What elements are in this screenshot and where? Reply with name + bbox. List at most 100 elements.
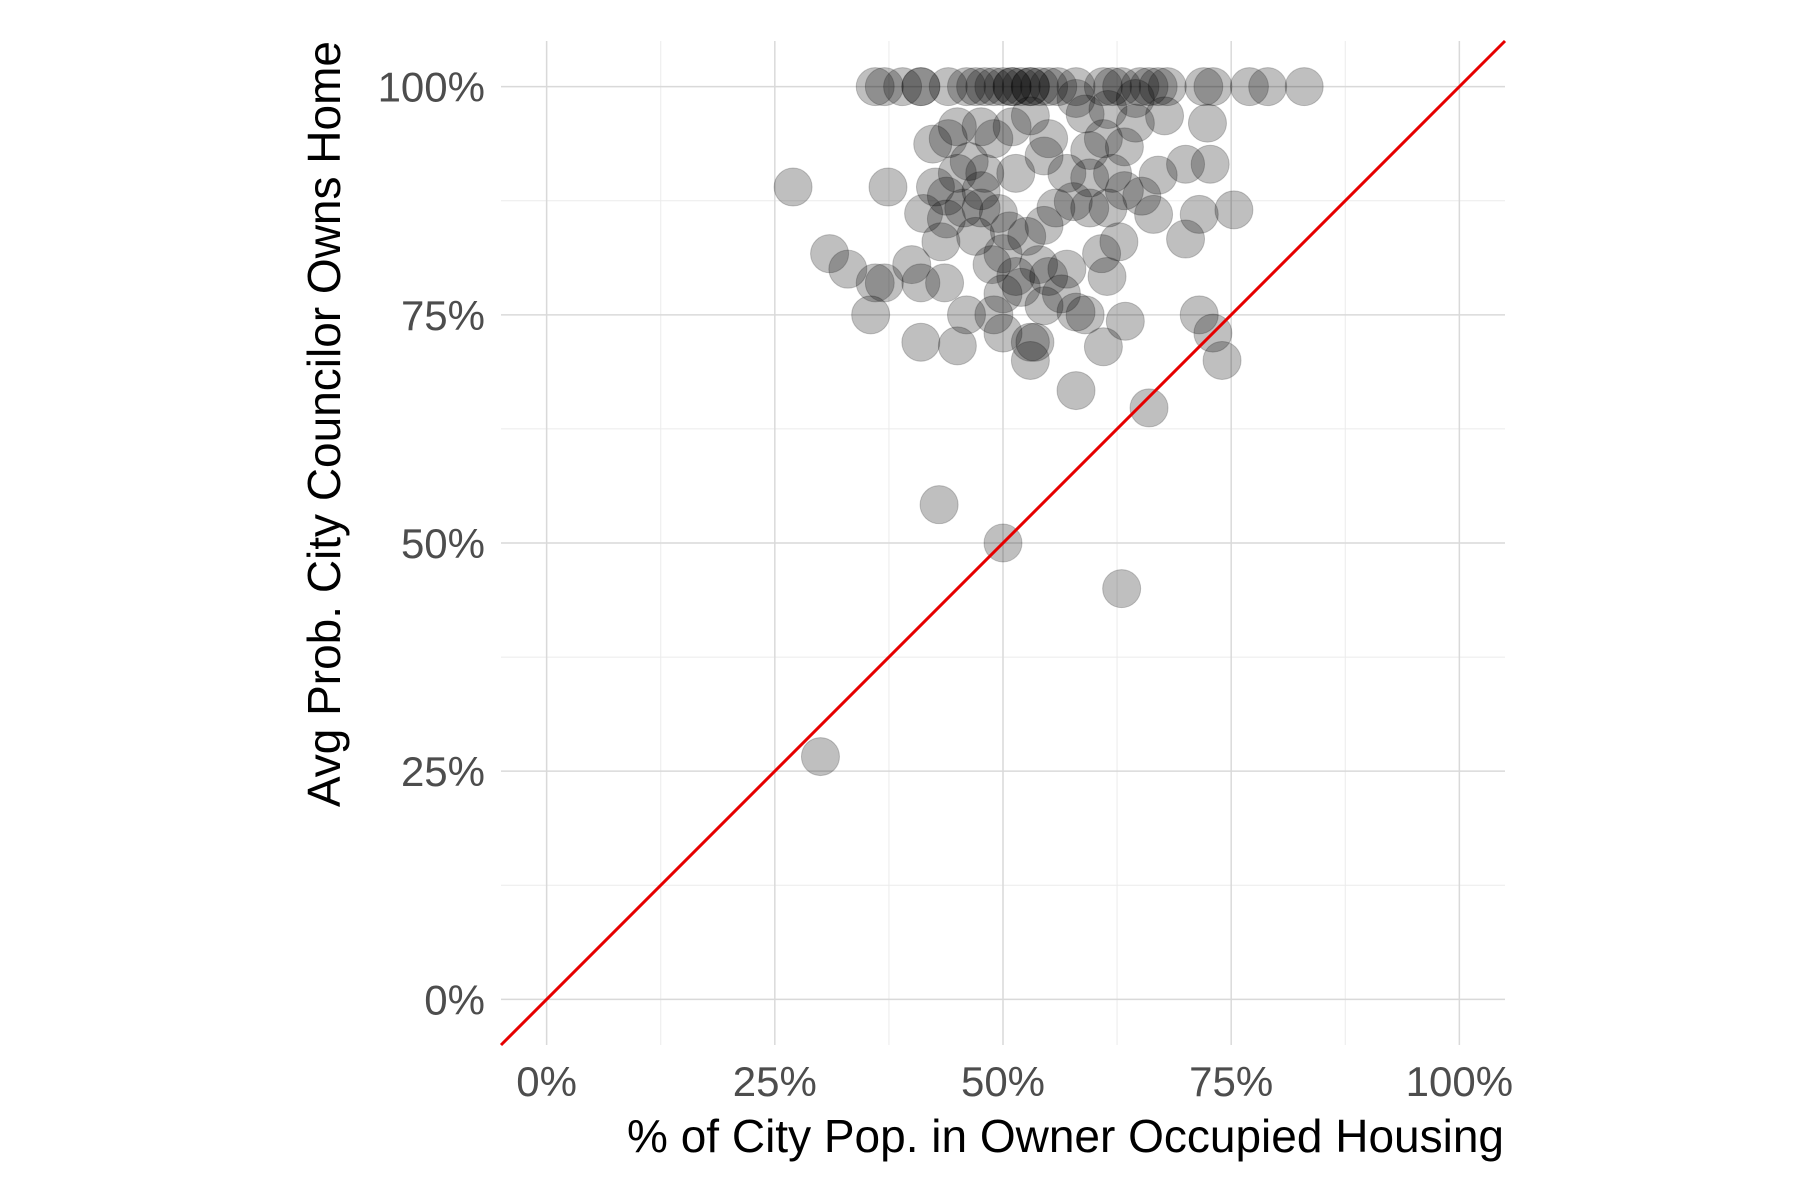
- data-point: [983, 313, 1023, 353]
- data-point: [1184, 67, 1224, 107]
- data-point: [1041, 274, 1081, 314]
- data-point: [1248, 67, 1288, 107]
- x-tick-label: 25%: [733, 1058, 817, 1105]
- data-point: [956, 67, 996, 107]
- data-point: [989, 211, 1029, 251]
- data-point: [1083, 67, 1123, 107]
- data-point: [864, 263, 904, 303]
- data-point: [901, 322, 941, 362]
- x-tick-label: 100%: [1406, 1058, 1513, 1105]
- data-point: [1147, 67, 1187, 107]
- data-point: [1053, 182, 1093, 222]
- data-point: [1129, 388, 1169, 428]
- data-point: [1179, 194, 1219, 234]
- data-point: [1024, 205, 1064, 245]
- data-point: [1001, 267, 1041, 307]
- data-point: [1083, 119, 1123, 159]
- data-point: [1115, 79, 1155, 119]
- data-point: [773, 167, 813, 207]
- data-point: [974, 119, 1014, 159]
- y-tick-label: 25%: [401, 748, 485, 795]
- y-tick-label: 100%: [378, 64, 485, 111]
- data-point: [1070, 158, 1110, 198]
- data-point: [800, 737, 840, 777]
- data-point: [901, 67, 941, 107]
- data-point: [937, 326, 977, 366]
- reference-line-y-equals-x: [499, 39, 1507, 1047]
- data-point: [1138, 67, 1178, 107]
- data-point: [1105, 301, 1145, 341]
- data-point: [868, 167, 908, 207]
- data-point: [1088, 89, 1128, 129]
- data-point: [1187, 103, 1227, 143]
- data-point: [1138, 155, 1178, 195]
- data-point: [1001, 67, 1041, 107]
- data-point: [915, 167, 955, 207]
- data-point: [1020, 67, 1060, 107]
- points: [773, 67, 1324, 777]
- data-point: [1056, 79, 1096, 119]
- data-point: [921, 222, 961, 262]
- x-axis-title: % of City Pop. in Owner Occupied Housing: [627, 1110, 1504, 1162]
- data-point: [1122, 176, 1162, 216]
- data-point: [965, 67, 1005, 107]
- data-point: [1284, 67, 1324, 107]
- data-point: [1015, 322, 1055, 362]
- data-point: [961, 107, 1001, 147]
- data-point: [1070, 188, 1110, 228]
- data-point: [1166, 219, 1206, 259]
- data-point: [904, 194, 944, 234]
- data-point: [1104, 127, 1144, 167]
- data-point: [1019, 245, 1059, 285]
- data-point: [1229, 67, 1269, 107]
- data-point: [1065, 94, 1105, 134]
- y-tick-label: 0%: [424, 976, 485, 1023]
- data-point: [1145, 96, 1185, 136]
- data-point: [864, 67, 904, 107]
- data-point: [956, 216, 996, 256]
- data-point: [1202, 340, 1242, 380]
- data-point: [1115, 103, 1155, 143]
- data-point: [1029, 256, 1069, 296]
- data-point: [961, 171, 1001, 211]
- data-point: [1056, 67, 1096, 107]
- data-point: [1056, 292, 1096, 332]
- data-point: [925, 263, 965, 303]
- data-point: [1029, 119, 1069, 159]
- x-tick-label: 75%: [1189, 1058, 1273, 1105]
- x-axis-ticks: 0% 25% 50% 75% 100%: [516, 1058, 1513, 1105]
- data-point: [961, 188, 1001, 228]
- data-point: [992, 67, 1032, 107]
- data-point: [855, 263, 895, 303]
- data-point: [928, 67, 968, 107]
- data-point: [996, 153, 1036, 193]
- y-tick-label: 75%: [401, 292, 485, 339]
- x-tick-label: 0%: [516, 1058, 577, 1105]
- data-point: [978, 194, 1018, 234]
- grid: [501, 41, 1505, 1045]
- data-point: [901, 263, 941, 303]
- data-point: [1166, 144, 1206, 184]
- data-point: [1214, 190, 1254, 230]
- data-point: [996, 256, 1036, 296]
- data-point: [926, 176, 966, 216]
- data-point: [1134, 194, 1174, 234]
- data-point: [944, 188, 984, 228]
- data-point: [928, 119, 968, 159]
- data-point: [937, 153, 977, 193]
- data-point: [1083, 327, 1123, 367]
- data-point: [1029, 67, 1069, 107]
- data-point: [1179, 295, 1219, 335]
- data-point: [926, 199, 966, 239]
- data-point: [810, 234, 850, 274]
- data-point: [1047, 249, 1087, 289]
- data-point: [1102, 569, 1142, 609]
- data-point: [1065, 295, 1105, 335]
- data-point: [1120, 67, 1160, 107]
- data-point: [919, 485, 959, 525]
- data-point: [1087, 256, 1127, 296]
- data-point: [983, 234, 1023, 274]
- data-point: [946, 67, 986, 107]
- data-point: [1010, 67, 1050, 107]
